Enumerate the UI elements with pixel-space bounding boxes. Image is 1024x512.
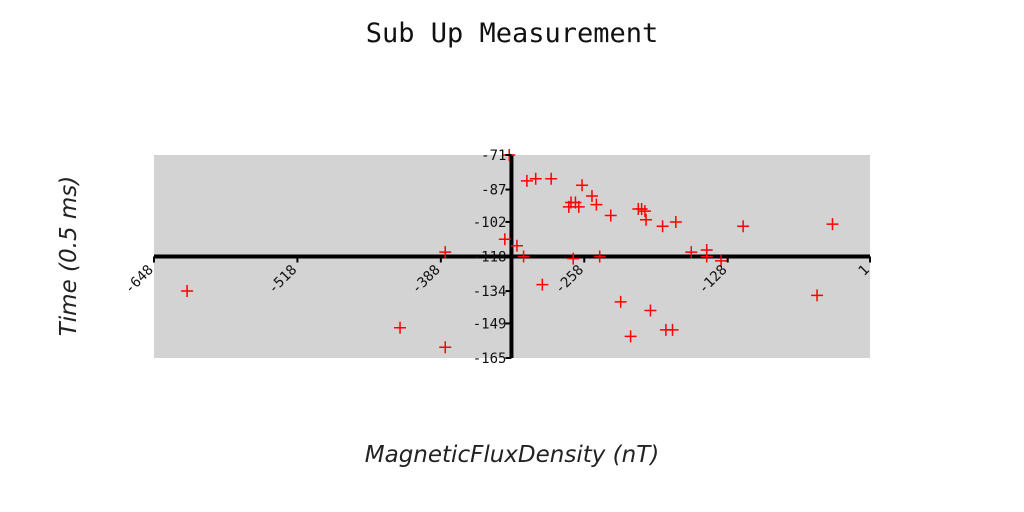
data-point [737, 220, 750, 233]
data-point [669, 215, 682, 228]
data-point [614, 295, 627, 308]
data-point [545, 172, 558, 185]
data-point [593, 250, 606, 263]
data-point [700, 244, 713, 257]
data-point [604, 209, 617, 222]
data-point [644, 304, 657, 317]
data-point [181, 285, 194, 298]
x-axis-label: MagneticFluxDensity (nT) [365, 442, 659, 468]
y-axis-label: Time (0.5 ms) [56, 176, 82, 337]
x-tick-label: -648 [122, 262, 157, 297]
data-point [638, 205, 651, 218]
data-point [656, 220, 669, 233]
chart-title: Sub Up Measurement [366, 18, 659, 49]
data-point [590, 198, 603, 211]
data-point [529, 172, 542, 185]
y-tick-label: -87 [481, 183, 506, 199]
data-point [510, 239, 523, 252]
y-tick-label: -118 [473, 250, 507, 266]
data-point [666, 323, 679, 336]
y-tick-label: -102 [473, 215, 507, 231]
data-point [826, 218, 839, 231]
data-point [520, 174, 533, 187]
data-point [640, 213, 653, 226]
y-tick-label: -165 [473, 351, 507, 367]
data-point [811, 289, 824, 302]
data-point [572, 200, 585, 213]
data-point [715, 254, 728, 267]
data-point [576, 179, 589, 192]
data-point [439, 246, 452, 259]
data-point [536, 278, 549, 291]
y-tick-label: -149 [473, 316, 507, 332]
data-point [439, 341, 452, 354]
data-point [517, 250, 530, 263]
data-point [394, 321, 407, 334]
y-tick-label: -71 [481, 148, 506, 164]
data-point [624, 330, 637, 343]
y-tick-label: -134 [473, 284, 507, 300]
data-point [685, 246, 698, 259]
data-point [585, 190, 598, 203]
data-point [567, 252, 580, 265]
data-point [498, 233, 511, 246]
